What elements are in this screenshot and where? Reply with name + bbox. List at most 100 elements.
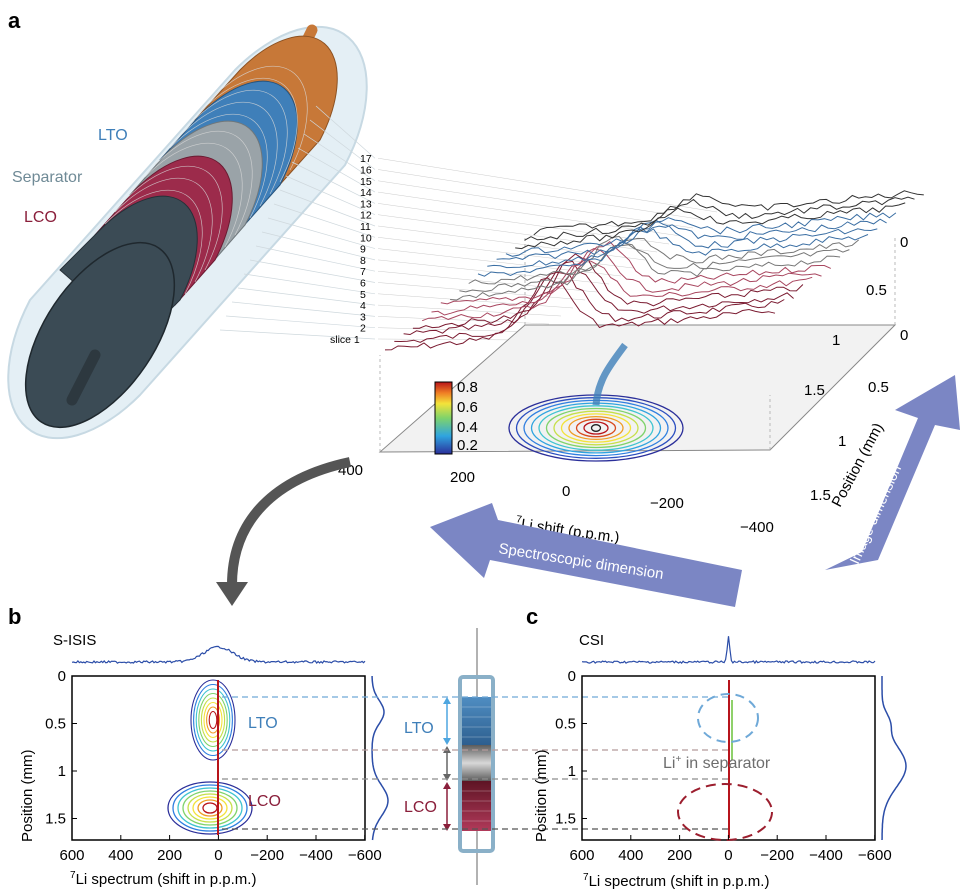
side-spectrum-line xyxy=(881,676,907,841)
b-y-tick-label: 1 xyxy=(58,763,66,780)
c-x-tick-label: 400 xyxy=(618,847,643,864)
slice-label: 2 xyxy=(360,323,366,335)
slice-label: 16 xyxy=(360,165,372,177)
lto-contour xyxy=(206,706,220,734)
curved-arrow-head xyxy=(216,582,248,606)
panel-b-xlabel-text: Li spectrum (shift in p.p.m.) xyxy=(76,871,257,888)
b-x-tick-label: −600 xyxy=(348,847,382,864)
c-y-tick-label: 0.5 xyxy=(555,716,576,733)
c-x-tick-label: −400 xyxy=(809,847,843,864)
panel-c-x-ticks: 600 400 200 0 −200 −400 −600 xyxy=(569,835,892,864)
spectrum-trace xyxy=(450,235,841,301)
b-y-tick-label: 0 xyxy=(58,668,66,685)
slice-label: 3 xyxy=(360,311,366,323)
panel-c-xlabel: 7Li spectrum (shift in p.p.m.) xyxy=(583,872,769,890)
panel-c-top-spectrum xyxy=(581,636,876,665)
center-cell-lco xyxy=(462,781,491,831)
contour-ring xyxy=(560,413,632,443)
b-x-tick-label: −400 xyxy=(299,847,333,864)
separator-label-sup: + xyxy=(675,754,681,765)
spectrum-trace xyxy=(468,237,860,285)
b-x-tick-label: 400 xyxy=(108,847,133,864)
panel-c-contour xyxy=(677,680,773,841)
spectrum-trace xyxy=(496,218,887,260)
label-lco-battery: LCO xyxy=(24,209,57,226)
spectrum-trace xyxy=(487,219,878,269)
front-pos-tick: 0 xyxy=(900,327,908,344)
contour-ring xyxy=(553,410,639,446)
dark-terminal xyxy=(66,349,101,406)
spectral-3d-plot xyxy=(378,190,924,462)
lto-contour xyxy=(193,683,233,757)
separator-label-post: in separator xyxy=(681,755,771,772)
slice-label: 13 xyxy=(360,198,372,210)
slice-label: 8 xyxy=(360,255,366,267)
panel-b-xlabel: 7Li spectrum (shift in p.p.m.) xyxy=(70,870,256,888)
panel-letter-c: c xyxy=(526,604,538,629)
lco-contour xyxy=(182,790,238,826)
back-pos-tick: 0 xyxy=(900,234,908,251)
panel-b-contour xyxy=(167,679,253,835)
slice-label: 4 xyxy=(360,300,366,312)
spectrum-trace xyxy=(422,259,813,322)
b-x-tick-label: −200 xyxy=(250,847,284,864)
c-x-tick-label: 600 xyxy=(569,847,594,864)
b-x-tick-label: 200 xyxy=(157,847,182,864)
spectrum-trace xyxy=(431,247,822,316)
lto-contour xyxy=(203,701,223,739)
lco-contour xyxy=(197,799,223,817)
contour-ring xyxy=(575,418,617,438)
lto-contour xyxy=(198,692,228,748)
back-pos-tick: 0.5 xyxy=(866,282,887,299)
c-x-tick-label: −200 xyxy=(760,847,794,864)
spectrum-trace xyxy=(524,196,915,241)
center-cell-lto xyxy=(462,697,491,745)
panel-b-xlabel-sup: 7 xyxy=(70,870,76,881)
c-x-tick-label: 200 xyxy=(667,847,692,864)
b-y-tick-label: 1.5 xyxy=(45,811,66,828)
spectra-traces xyxy=(384,190,924,351)
panel-b-top-spectrum xyxy=(71,645,366,665)
panel-c-y-ticks: 0 0.5 1 1.5 xyxy=(555,668,587,828)
lto-contour xyxy=(208,710,218,730)
slice-label: 9 xyxy=(360,244,366,256)
lto-contour xyxy=(190,679,236,761)
panel-b-title: S-ISIS xyxy=(53,632,96,649)
spectrum-trace xyxy=(505,212,897,257)
back-pos-tick: 1 xyxy=(832,332,840,349)
shift-axis-label-sup: 7 xyxy=(515,514,522,526)
guide-lines xyxy=(222,696,730,830)
front-pos-tick: 0.5 xyxy=(868,379,889,396)
c-x-tick-label: −600 xyxy=(858,847,892,864)
spectrum-trace xyxy=(515,202,906,250)
lco-contour xyxy=(167,781,253,835)
panel-c-separator-label: Li+ in separator xyxy=(663,754,771,772)
panel-b-lco-label: LCO xyxy=(248,793,281,810)
side-spectrum-line xyxy=(371,676,389,841)
spectrum-trace xyxy=(459,244,850,293)
top-spectrum-line xyxy=(581,636,876,665)
b-y-tick-label: 0.5 xyxy=(45,716,66,733)
shift-tick: −200 xyxy=(650,495,684,512)
panel-c-xlabel-sup: 7 xyxy=(583,872,589,883)
panel-c-xlabel-text: Li spectrum (shift in p.p.m.) xyxy=(589,873,770,890)
label-separator-battery: Separator xyxy=(12,169,83,186)
b-x-tick-label: 0 xyxy=(214,847,222,864)
center-cell-frame xyxy=(458,675,495,853)
center-lto-label: LTO xyxy=(404,720,434,737)
spectroscopic-arrow xyxy=(430,503,742,607)
lco-contour xyxy=(187,793,233,823)
spectrum-trace xyxy=(477,226,869,277)
slice-label: slice 1 xyxy=(330,334,360,346)
contour-ridge xyxy=(592,342,628,406)
front-pos-tick: 1 xyxy=(838,433,846,450)
center-lco-label: LCO xyxy=(404,799,437,816)
panel-b-lto-label: LTO xyxy=(248,715,278,732)
c-y-tick-label: 1.5 xyxy=(555,811,576,828)
lto-contour xyxy=(195,688,231,752)
panel-b-y-ticks: 0 0.5 1 1.5 xyxy=(45,668,77,828)
colorbar-tick: 0.6 xyxy=(457,399,478,416)
lco-contour xyxy=(172,784,248,832)
c-y-tick-label: 0 xyxy=(568,668,576,685)
contour-ring xyxy=(590,424,602,432)
